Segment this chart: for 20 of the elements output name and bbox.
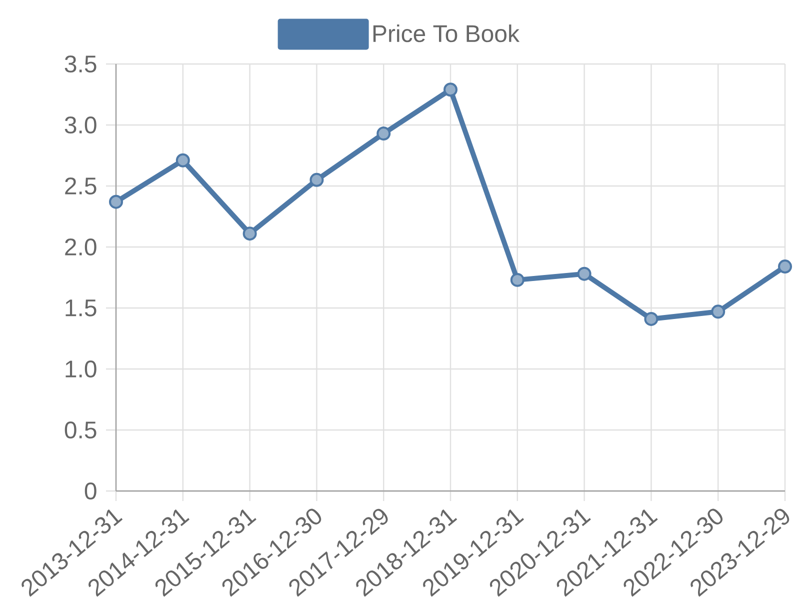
point xyxy=(176,153,190,168)
point xyxy=(510,272,524,287)
point xyxy=(310,172,324,187)
y-tick-label: 1.0 xyxy=(66,360,96,378)
y-tick-label: 3.5 xyxy=(64,55,96,72)
point xyxy=(577,266,592,281)
point xyxy=(778,260,792,274)
point xyxy=(242,226,257,241)
point xyxy=(711,304,726,319)
legend-label: Price To Book xyxy=(373,24,520,42)
y-tick-label: 3.0 xyxy=(64,116,96,134)
y-tick-label: 1.5 xyxy=(66,300,96,316)
y-tick-label: 0.5 xyxy=(64,421,96,438)
y-tick-label: 2.0 xyxy=(65,238,96,256)
point xyxy=(644,312,658,326)
y-tick-label: 2.5 xyxy=(65,177,96,194)
y-tick-label: 0 xyxy=(84,482,96,500)
point xyxy=(109,194,123,209)
point xyxy=(376,126,391,141)
point xyxy=(444,82,458,97)
